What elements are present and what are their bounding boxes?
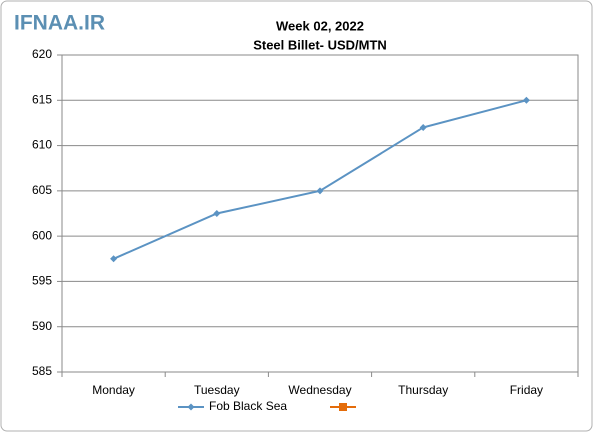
x-tick-label: Monday xyxy=(92,383,135,397)
y-tick-label: 590 xyxy=(32,319,52,333)
watermark: IFNAA.IR xyxy=(14,12,105,35)
marker xyxy=(522,96,530,104)
y-tick-label: 615 xyxy=(32,92,52,106)
legend-marker xyxy=(339,403,347,411)
chart-subtitle: Steel Billet- USD/MTN xyxy=(253,37,387,52)
marker xyxy=(419,123,427,131)
marker xyxy=(187,403,195,411)
marker xyxy=(110,255,118,263)
legend-label: Fob Black Sea xyxy=(209,399,287,413)
marker xyxy=(316,187,324,195)
y-tick-label: 600 xyxy=(32,228,52,242)
marker xyxy=(213,210,221,217)
plot-border xyxy=(61,54,579,373)
x-tick-label: Wednesday xyxy=(288,383,351,397)
x-tick-label: Friday xyxy=(510,383,543,397)
y-tick-label: 595 xyxy=(32,274,52,288)
x-tick-label: Thursday xyxy=(398,383,448,397)
y-tick-label: 585 xyxy=(32,364,52,378)
y-tick-label: 620 xyxy=(32,47,52,61)
y-tick-label: 610 xyxy=(32,138,52,152)
x-tick-label: Tuesday xyxy=(194,383,240,397)
y-tick-label: 605 xyxy=(32,183,52,197)
chart-title: Week 02, 2022 xyxy=(276,18,364,33)
